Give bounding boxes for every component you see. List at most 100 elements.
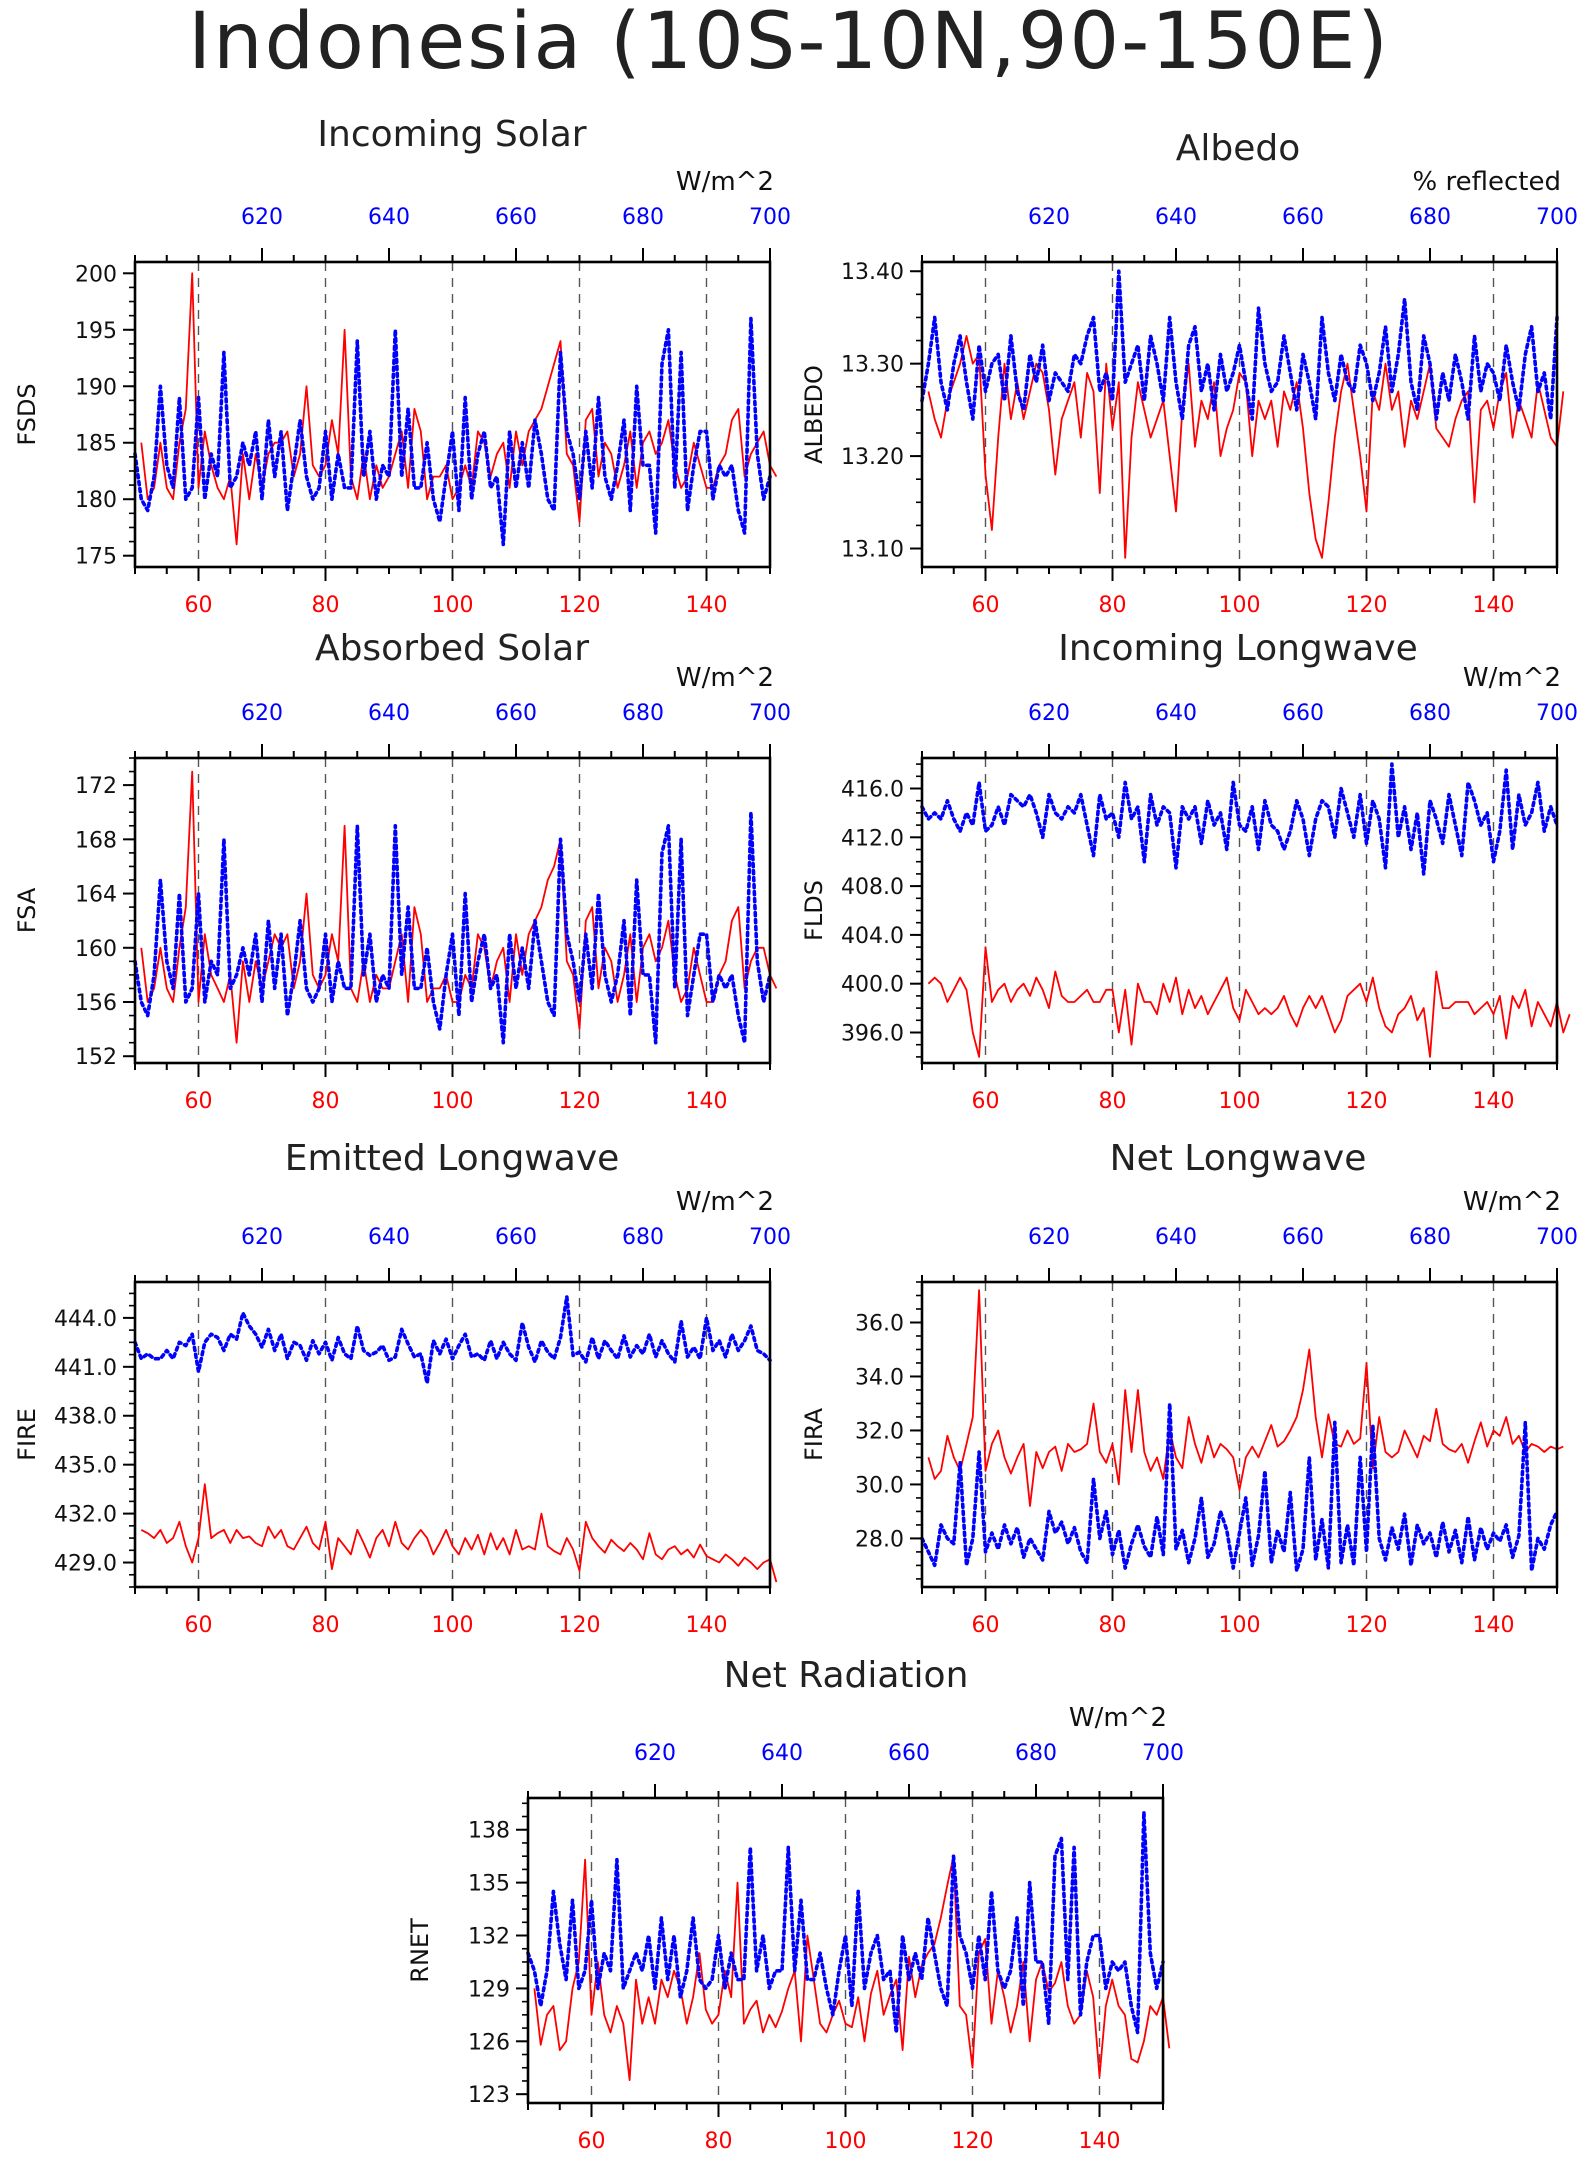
panel-title: Absorbed Solar — [315, 628, 589, 669]
x2-tick-label: 680 — [622, 205, 664, 230]
panel-title: Emitted Longwave — [285, 1138, 620, 1179]
y-tick-label: 400.0 — [841, 973, 904, 998]
units-label: W/m^2 — [1463, 663, 1561, 693]
x2-tick-label: 700 — [1536, 1225, 1578, 1250]
y-tick-label: 32.0 — [855, 1419, 904, 1444]
units-label: W/m^2 — [676, 1187, 774, 1217]
x2-tick-label: 700 — [749, 205, 791, 230]
y-tick-label: 34.0 — [855, 1365, 904, 1390]
panel-title: Net Longwave — [1110, 1138, 1367, 1179]
x2-tick-label: 640 — [368, 1225, 410, 1250]
y-tick-label: 438.0 — [54, 1405, 117, 1430]
y-axis-label: FSA — [13, 887, 41, 933]
x-tick-label: 60 — [185, 593, 213, 618]
x2-tick-label: 640 — [761, 1741, 803, 1766]
y-tick-label: 200 — [75, 262, 117, 287]
x-tick-label: 140 — [1473, 1613, 1515, 1638]
x-tick-label: 140 — [1473, 1089, 1515, 1114]
units-label: W/m^2 — [676, 663, 774, 693]
x2-tick-label: 660 — [495, 701, 537, 726]
x2-tick-label: 640 — [368, 701, 410, 726]
panel-title: Incoming Solar — [317, 114, 586, 155]
y-tick-label: 126 — [468, 2030, 510, 2055]
x2-tick-label: 680 — [1015, 1741, 1057, 1766]
x2-tick-label: 660 — [1282, 701, 1324, 726]
series-line-blue — [133, 1294, 772, 1385]
x2-tick-label: 620 — [241, 205, 283, 230]
x2-tick-label: 700 — [1536, 205, 1578, 230]
x2-tick-label: 660 — [888, 1741, 930, 1766]
x2-tick-label: 660 — [1282, 205, 1324, 230]
y-tick-label: 135 — [468, 1872, 510, 1897]
x-tick-label: 100 — [1219, 1089, 1261, 1114]
x-tick-label: 100 — [432, 593, 474, 618]
y-tick-label: 164 — [75, 883, 117, 908]
x-tick-label: 60 — [578, 2129, 606, 2154]
series-line-blue — [920, 762, 1559, 876]
y-tick-label: 190 — [75, 375, 117, 400]
x-tick-label: 120 — [1346, 593, 1388, 618]
y-tick-label: 185 — [75, 432, 117, 457]
x-tick-label: 60 — [185, 1089, 213, 1114]
x-tick-label: 80 — [312, 593, 340, 618]
y-tick-label: 28.0 — [855, 1527, 904, 1552]
y-axis-label: FIRA — [800, 1407, 828, 1461]
x-tick-label: 60 — [972, 1613, 1000, 1638]
y-axis-label: RNET — [406, 1918, 434, 1983]
x2-tick-label: 680 — [1409, 701, 1451, 726]
y-axis-label: FLDS — [800, 880, 828, 941]
panel-fsds: Incoming Solar W/m^2 FSDS 60 80 100 120 140 620 6… — [13, 114, 791, 618]
panel-fire: Emitted Longwave W/m^2 FIRE 60 80 100 120 140 62… — [13, 1138, 791, 1638]
y-tick-label: 168 — [75, 828, 117, 853]
units-label: W/m^2 — [1463, 1187, 1561, 1217]
y-tick-label: 13.30 — [841, 353, 904, 378]
y-tick-label: 138 — [468, 1819, 510, 1844]
series-line-red — [927, 1289, 1564, 1507]
y-axis-label: ALBEDO — [800, 365, 828, 464]
x2-tick-label: 620 — [634, 1741, 676, 1766]
panel-title: Incoming Longwave — [1058, 628, 1418, 669]
x-tick-label: 80 — [312, 1089, 340, 1114]
panel-title: Albedo — [1176, 128, 1301, 169]
y-tick-label: 13.20 — [841, 445, 904, 470]
x2-tick-label: 640 — [1155, 205, 1197, 230]
y-tick-label: 152 — [75, 1045, 117, 1070]
x2-tick-label: 660 — [495, 1225, 537, 1250]
y-tick-label: 132 — [468, 1925, 510, 1950]
y-tick-label: 408.0 — [841, 875, 904, 900]
series-line-blue — [526, 1810, 1165, 2035]
x-tick-label: 120 — [559, 1613, 601, 1638]
panel-albedo: Albedo % reflected ALBEDO 60 80 100 120 140 620 6… — [800, 128, 1578, 618]
x2-tick-label: 680 — [622, 701, 664, 726]
panel-fsa: Absorbed Solar W/m^2 FSA 60 80 100 120 140 620 64… — [13, 628, 791, 1114]
y-tick-label: 156 — [75, 991, 117, 1016]
y-tick-label: 36.0 — [855, 1311, 904, 1336]
y-tick-label: 160 — [75, 937, 117, 962]
y-tick-label: 180 — [75, 488, 117, 513]
x-tick-label: 140 — [686, 1613, 728, 1638]
y-tick-label: 396.0 — [841, 1022, 904, 1047]
y-tick-label: 172 — [75, 774, 117, 799]
x-tick-label: 60 — [185, 1613, 213, 1638]
series-line-red — [927, 946, 1571, 1058]
x2-tick-label: 700 — [1142, 1741, 1184, 1766]
units-label: % reflected — [1413, 167, 1561, 197]
x2-tick-label: 620 — [241, 1225, 283, 1250]
x2-tick-label: 640 — [1155, 1225, 1197, 1250]
x-tick-label: 100 — [825, 2129, 867, 2154]
x-tick-label: 140 — [686, 1089, 728, 1114]
x2-tick-label: 620 — [1028, 1225, 1070, 1250]
x2-tick-label: 680 — [622, 1225, 664, 1250]
x-tick-label: 140 — [1473, 593, 1515, 618]
x2-tick-label: 640 — [368, 205, 410, 230]
y-axis-label: FIRE — [13, 1408, 41, 1461]
series-line-blue — [133, 316, 772, 547]
x-tick-label: 80 — [1099, 1089, 1127, 1114]
panel-flds: Incoming Longwave W/m^2 FLDS 60 80 100 120 140 6… — [800, 628, 1578, 1114]
panel-rnet: Net Radiation W/m^2 RNET 60 80 100 120 140 620 64… — [406, 1655, 1184, 2154]
series-line-blue — [920, 1401, 1559, 1573]
x-tick-label: 80 — [705, 2129, 733, 2154]
y-tick-label: 435.0 — [54, 1454, 117, 1479]
x-tick-label: 140 — [686, 593, 728, 618]
